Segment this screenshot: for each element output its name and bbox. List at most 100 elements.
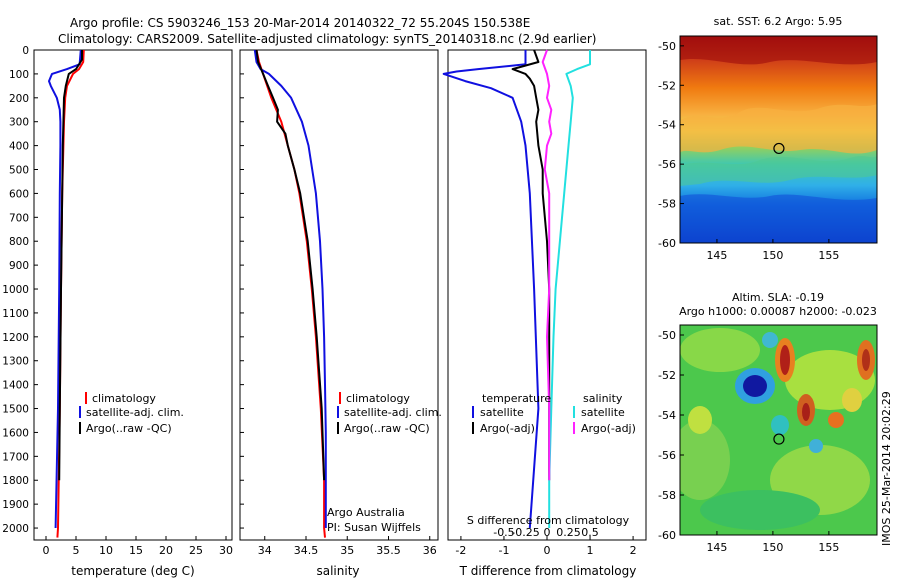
- depth-tick-label: 1600: [2, 427, 29, 439]
- depth-tick-label: 1000: [2, 284, 29, 296]
- header-line-1: Argo profile: CS 5903246_153 20-Mar-2014…: [70, 16, 530, 30]
- map-y-tick-label: -54: [658, 119, 676, 132]
- sla-map-image: [680, 325, 877, 535]
- map-x-tick-label: 155: [818, 541, 839, 554]
- sst-map-image: [680, 36, 877, 243]
- sla-map-axes: 145 150 155 -50 -52 -54 -56 -58 -60: [658, 329, 839, 554]
- s-difference-label: S difference from climatology: [467, 514, 630, 527]
- depth-axis: 0 100 200 300 400 500 600 700 800 900 1000 1100 1200…: [2, 45, 38, 535]
- legend-climatology: climatology: [346, 392, 410, 405]
- argo-float-marker: [773, 433, 785, 445]
- salinity-legend: climatology satellite-adj. clim. Argo(..…: [337, 392, 442, 435]
- map-x-tick-label: 150: [762, 249, 783, 262]
- legend-argo: Argo(..raw -QC): [344, 422, 430, 435]
- map-y-tick-label: -50: [658, 40, 676, 53]
- map-y-tick-label: -56: [658, 158, 676, 171]
- x-tick-label: 1: [587, 544, 594, 557]
- x-tick-label: 2: [630, 544, 637, 557]
- map-y-tick-label: -60: [658, 237, 676, 250]
- sla-map-subtitle: Argo h1000: 0.00087 h2000: -0.023: [679, 305, 877, 318]
- sla-map-title: Altim. SLA: -0.19: [732, 291, 824, 304]
- depth-tick-label: 800: [9, 236, 29, 248]
- depth-tick-label: 0: [22, 45, 29, 57]
- argo-float-marker: [773, 142, 785, 155]
- sla-map-panel: Altim. SLA: -0.19 Argo h1000: 0.00087 h2…: [658, 291, 878, 554]
- x-tick-label: -1: [498, 544, 509, 557]
- x-tick-label: -2: [455, 544, 466, 557]
- depth-tick-label: 1200: [2, 332, 29, 344]
- attribution-line-2: PI: Susan Wijffels: [327, 521, 421, 534]
- x-tick-label: 20: [159, 544, 173, 557]
- sst-map-axes: 145 150 155 -50 -52 -54 -56 -58 -60: [658, 40, 839, 262]
- map-y-tick-label: -60: [658, 529, 676, 542]
- s-diff-tick-label: 0.5: [581, 526, 599, 539]
- series-line-satellite-adj-clim-: [48, 49, 82, 529]
- legend-sal-argo: Argo(-adj): [581, 422, 636, 435]
- salinity-series: [253, 49, 327, 538]
- depth-tick-label: 400: [9, 141, 29, 153]
- salinity-axes-box: [239, 49, 439, 541]
- x-tick-label: 0: [544, 544, 551, 557]
- temperature-panel: 0100200300400500600700800900100011001200…: [2, 45, 233, 578]
- depth-tick-label: 1300: [2, 356, 29, 368]
- map-x-tick-label: 145: [706, 541, 727, 554]
- series-line-salinity-argo-adj-: [541, 49, 553, 481]
- depth-tick-label: 300: [9, 117, 29, 129]
- temperature-x-axis: 0 5 10 15 20 25 30: [43, 536, 233, 557]
- x-tick-label: 15: [129, 544, 143, 557]
- depth-tick-label: 1800: [2, 475, 29, 487]
- sst-map-panel: sat. SST: 6.2 Argo: 5.95 145 150 155 -50 -52…: [658, 15, 878, 262]
- attribution-line-1: Argo Australia: [327, 506, 405, 519]
- salinity-x-axis: 34 34.5 35 35.5 36: [258, 536, 437, 557]
- map-y-tick-label: -52: [658, 369, 676, 382]
- depth-tick-label: 1900: [2, 499, 29, 511]
- map-x-tick-label: 150: [762, 541, 783, 554]
- x-tick-label: 35.5: [376, 544, 401, 557]
- map-y-tick-label: -50: [658, 329, 676, 342]
- depth-tick-label: 600: [9, 188, 29, 200]
- sla-map-frame: [679, 324, 878, 536]
- series-line-temperature-satellite: [442, 50, 540, 529]
- depth-tick-label: 1700: [2, 451, 29, 463]
- difference-series: [442, 49, 591, 529]
- x-tick-label: 10: [99, 544, 113, 557]
- x-tick-label: 25: [189, 544, 203, 557]
- map-y-tick-label: -56: [658, 449, 676, 462]
- x-tick-label: 34: [258, 544, 272, 557]
- map-y-tick-label: -58: [658, 489, 676, 502]
- map-y-tick-label: -54: [658, 409, 676, 422]
- x-tick-label: 5: [73, 544, 80, 557]
- series-line-satellite-adj-clim-: [253, 49, 327, 528]
- map-y-tick-label: -58: [658, 198, 676, 211]
- x-tick-label: 30: [219, 544, 233, 557]
- difference-x-axis: -2 -1 0 1 2: [455, 536, 637, 557]
- x-tick-label: 0: [43, 544, 50, 557]
- temperature-axes-box: [33, 49, 233, 541]
- depth-tick-label: 1100: [2, 308, 29, 320]
- map-x-tick-label: 145: [706, 249, 727, 262]
- legend-climatology: climatology: [92, 392, 156, 405]
- header-line-2: Climatology: CARS2009. Satellite-adjuste…: [58, 32, 596, 46]
- legend-satellite: satellite-adj. clim.: [86, 406, 184, 419]
- salinity-panel: 34 34.5 35 35.5 36 salinity climatology sate…: [239, 49, 442, 578]
- map-x-tick-label: 155: [818, 249, 839, 262]
- s-diff-tick-label: 0: [544, 526, 551, 539]
- series-line-salinity-satellite: [548, 50, 591, 528]
- temperature-series: [48, 49, 85, 538]
- temperature-legend: climatology satellite-adj. clim. Argo(..…: [79, 392, 184, 435]
- legend-satellite: satellite-adj. clim.: [344, 406, 442, 419]
- t-difference-label: T difference from climatology: [459, 564, 637, 578]
- sst-map-title: sat. SST: 6.2 Argo: 5.95: [714, 15, 843, 28]
- x-tick-label: 36: [423, 544, 437, 557]
- salinity-y-ticks: [240, 49, 244, 529]
- depth-tick-label: 100: [9, 69, 29, 81]
- difference-axes-box: [447, 49, 647, 541]
- legend-temperature-title: temperature: [482, 392, 551, 405]
- difference-legend-temperature: temperature satellite Argo(-adj): [472, 392, 551, 435]
- series-line-argo-raw-qc-: [255, 49, 326, 481]
- temperature-x-label: temperature (deg C): [71, 564, 194, 578]
- legend-salinity-title: salinity: [583, 392, 623, 405]
- depth-tick-label: 2000: [2, 523, 29, 535]
- sst-map-frame: [679, 35, 878, 244]
